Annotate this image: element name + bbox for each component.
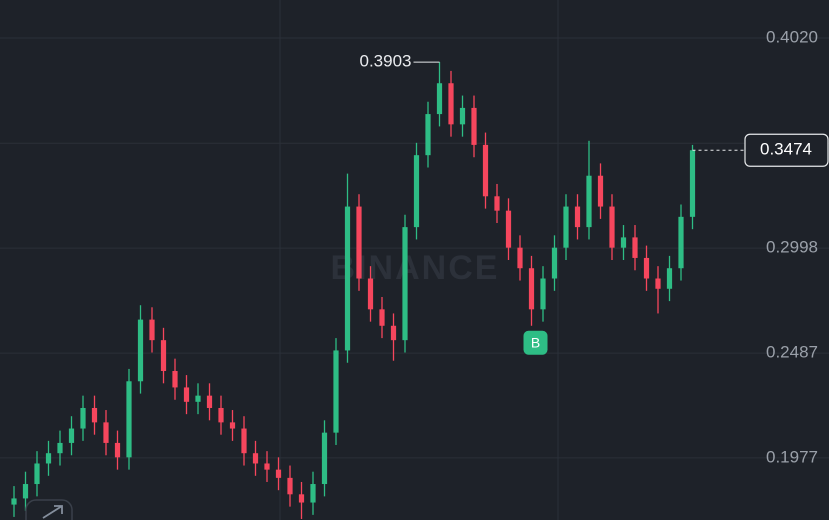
max-label: 0.3903 [360, 52, 412, 71]
candle-body [471, 107, 477, 145]
candle-body [333, 350, 339, 433]
candle-body [609, 206, 615, 248]
candle-body [655, 278, 661, 289]
candle-body [22, 484, 29, 499]
candle-body [367, 278, 374, 310]
candle-body [264, 463, 270, 470]
candle-body [195, 395, 201, 402]
candle-body [310, 484, 316, 503]
candle-body [528, 268, 535, 310]
candle-body [68, 428, 75, 443]
candle-body [45, 453, 52, 464]
candle-body [160, 340, 167, 371]
candle-body [80, 407, 86, 429]
candles [11, 62, 696, 519]
candle-body [103, 422, 109, 443]
candle-body [137, 319, 144, 382]
candle-body [229, 422, 236, 429]
candle-body [597, 175, 604, 207]
candle-body [275, 469, 282, 478]
candle-body [425, 114, 431, 156]
candle-body [436, 83, 443, 115]
candle-body [689, 150, 696, 217]
candle-body [586, 175, 592, 228]
y-tick-label: 0.2487 [766, 343, 818, 362]
trade-marker-box [523, 330, 548, 355]
candle-body [402, 227, 408, 341]
candle-body [206, 395, 213, 408]
expand-icon [42, 505, 63, 519]
y-tick-label: 0.4020 [766, 28, 818, 47]
candle-body [666, 268, 673, 289]
candle-body [241, 428, 247, 454]
trade-marker: B [531, 334, 540, 350]
last-price-box [744, 133, 829, 167]
candle-body [57, 442, 63, 454]
candle-body [678, 216, 684, 269]
candle-body [563, 206, 569, 248]
candle-body [11, 498, 17, 505]
candle-body [551, 247, 558, 279]
candle-body [126, 381, 132, 458]
candle-body [344, 206, 351, 351]
candle-body [517, 247, 523, 269]
last-price-label: 0.3474 [760, 140, 812, 159]
candle-body [114, 442, 121, 458]
candle-body [321, 432, 328, 485]
expand-button[interactable] [25, 499, 73, 520]
candle-body [149, 319, 155, 341]
candle-body [620, 237, 627, 248]
candle-body [298, 494, 305, 503]
candle-body [413, 155, 420, 228]
candle-body [34, 463, 40, 485]
candle-body [574, 206, 581, 228]
y-tick-label: 0.2998 [766, 238, 818, 257]
candle-body [482, 144, 489, 197]
watermark: BINANCE [331, 249, 500, 287]
candle-body [494, 196, 500, 211]
candle-body [172, 370, 178, 388]
y-tick-label: 0.1977 [766, 447, 818, 466]
candle-body [252, 453, 259, 464]
candle-body [356, 206, 362, 279]
candle-body [218, 407, 224, 423]
candle-body [390, 325, 397, 341]
candle-body [379, 309, 385, 326]
candle-body [643, 257, 650, 279]
candle-body [91, 407, 98, 423]
candle-body [632, 237, 638, 258]
candle-body [459, 107, 466, 125]
candle-body [287, 477, 293, 495]
expand-button-box[interactable] [25, 499, 73, 520]
candle-body [540, 278, 546, 310]
overlay: 0.3903 0.3474 B [360, 52, 829, 355]
candle-body [448, 83, 454, 125]
candle-body [183, 387, 190, 402]
candle-body [505, 210, 512, 248]
